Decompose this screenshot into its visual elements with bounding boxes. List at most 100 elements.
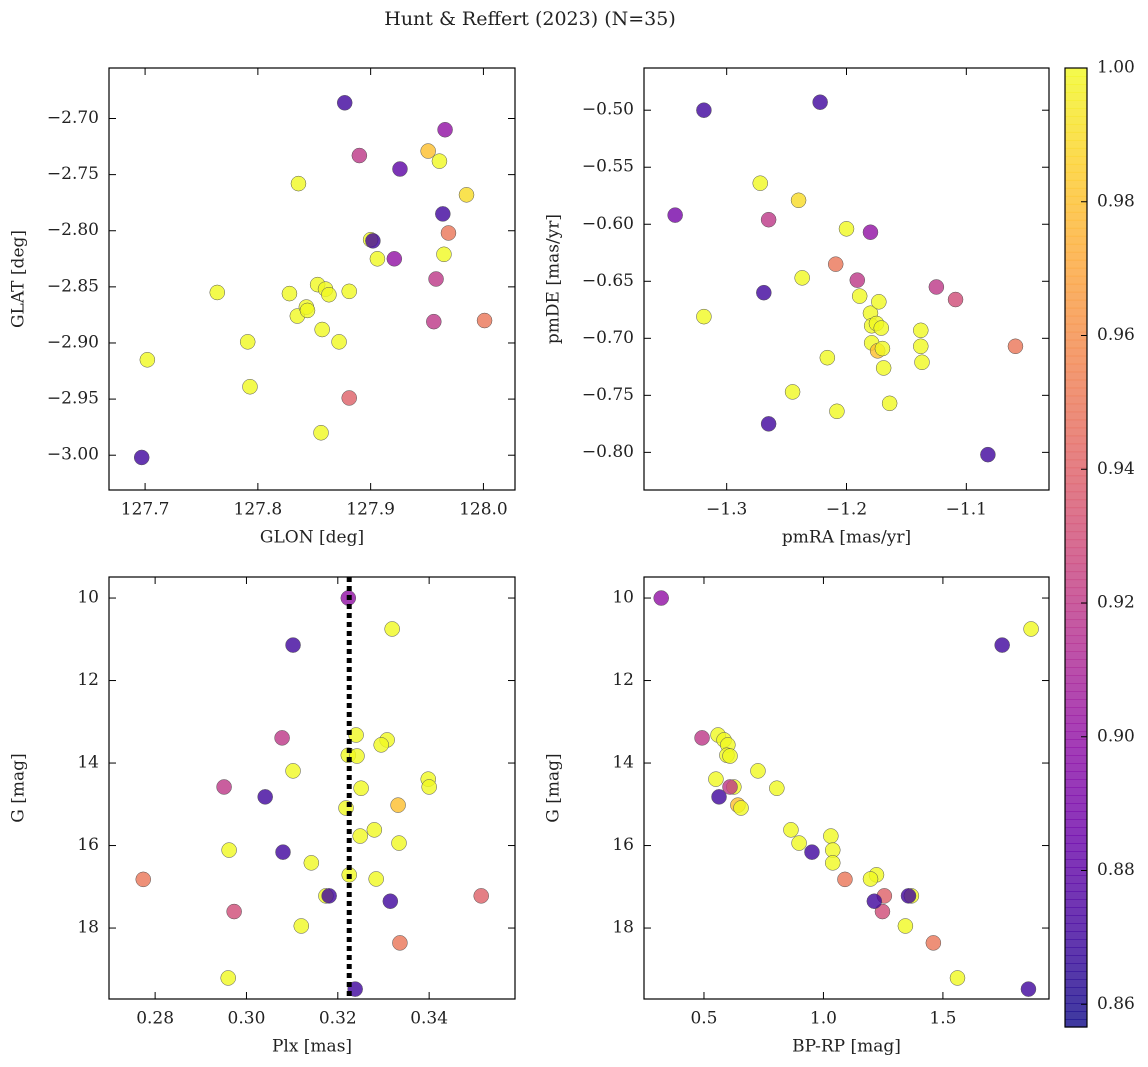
x-tick-label: 127.8 xyxy=(234,500,283,520)
colorbar-band xyxy=(1065,451,1087,461)
colorbar-band xyxy=(1065,163,1087,173)
colorbar-band xyxy=(1065,387,1087,397)
y-tick-label: −0.70 xyxy=(582,328,634,348)
point xyxy=(220,970,236,986)
colorbar-band xyxy=(1065,883,1087,892)
point xyxy=(293,918,310,934)
colorbar-band xyxy=(1065,475,1087,485)
point xyxy=(321,888,337,904)
colorbar-band xyxy=(1065,83,1087,93)
colorbar-band xyxy=(1065,371,1087,381)
point xyxy=(769,780,785,796)
y-tick-label: −2.90 xyxy=(47,332,99,352)
y-tick-label: −0.50 xyxy=(582,100,634,120)
y-tick-label: −3.00 xyxy=(47,445,99,465)
colorbar-band xyxy=(1065,307,1087,317)
figure-title: Hunt & Reffert (2023) (N=35) xyxy=(384,8,676,30)
y-tick-label: −0.60 xyxy=(582,214,634,234)
point xyxy=(341,390,357,406)
colorbar-band xyxy=(1065,555,1087,565)
colorbar-band xyxy=(1065,75,1087,85)
y-tick-label: −2.85 xyxy=(47,276,99,296)
point xyxy=(285,637,301,653)
point xyxy=(897,918,914,934)
colorbar-band xyxy=(1065,299,1087,309)
point xyxy=(257,789,273,805)
colorbar-band xyxy=(1065,235,1087,245)
colorbar-tick-label: 0.90 xyxy=(1097,726,1135,746)
colorbar-band xyxy=(1065,515,1087,525)
x-axis-label: pmRA [mas/yr] xyxy=(782,528,911,548)
point xyxy=(837,871,853,888)
y-tick-label: −0.65 xyxy=(582,271,634,291)
colorbar-band xyxy=(1065,723,1087,732)
point xyxy=(790,192,807,209)
point xyxy=(428,271,444,287)
y-tick-label: 14 xyxy=(77,753,99,773)
colorbar-band xyxy=(1065,323,1087,333)
point xyxy=(913,322,929,339)
colorbar-band xyxy=(1065,755,1087,764)
y-tick-label: 12 xyxy=(612,670,634,690)
point xyxy=(314,321,330,338)
colorbar-band xyxy=(1065,779,1087,788)
colorbar-band xyxy=(1065,339,1087,349)
colorbar-band xyxy=(1065,675,1087,684)
point xyxy=(133,449,150,466)
colorbar-band xyxy=(1065,843,1087,852)
colorbar-band xyxy=(1065,747,1087,756)
point xyxy=(1023,621,1039,637)
colorbar-band xyxy=(1065,891,1087,900)
point xyxy=(440,225,457,241)
point xyxy=(819,349,836,366)
colorbar-tick-label: 0.92 xyxy=(1097,593,1135,613)
point xyxy=(653,590,669,606)
point xyxy=(437,121,453,138)
colorbar-band xyxy=(1065,211,1087,221)
point xyxy=(331,334,347,350)
colorbar-band xyxy=(1065,787,1087,796)
colorbar-band xyxy=(1065,859,1087,868)
point xyxy=(386,251,403,267)
colorbar-band xyxy=(1065,691,1087,700)
colorbar-band xyxy=(1065,587,1087,597)
colorbar-band xyxy=(1065,963,1087,972)
point xyxy=(351,147,368,164)
panel: −1.3 −1.2 −1.1 −0.50 −0.55 −0.60 −0.65 −0.70 −0.… xyxy=(544,67,1050,548)
x-axis-label: GLON [deg] xyxy=(260,528,364,548)
point xyxy=(875,360,892,376)
x-tick-label: −1.2 xyxy=(826,500,867,520)
point xyxy=(980,446,996,463)
colorbar-band xyxy=(1065,955,1087,964)
colorbar-tick-label: 0.94 xyxy=(1097,459,1135,479)
point xyxy=(928,279,945,295)
x-axis-label: Plx [mas] xyxy=(272,1037,352,1057)
colorbar-band xyxy=(1065,531,1087,541)
point xyxy=(851,288,868,304)
point xyxy=(696,308,712,325)
colorbar-band xyxy=(1065,243,1087,253)
colorbar-tick-label: 0.88 xyxy=(1097,860,1135,880)
colorbar-band xyxy=(1065,547,1087,557)
colorbar-band xyxy=(1065,611,1087,621)
y-tick-label: 18 xyxy=(77,918,99,938)
point xyxy=(838,221,855,237)
point xyxy=(874,340,891,357)
colorbar-band xyxy=(1065,539,1087,549)
point xyxy=(209,284,226,301)
colorbar-band xyxy=(1065,267,1087,277)
point xyxy=(791,835,807,851)
point xyxy=(242,378,258,395)
colorbar-band xyxy=(1065,979,1087,988)
point xyxy=(275,844,291,860)
colorbar-band xyxy=(1065,419,1087,429)
colorbar-band xyxy=(1065,851,1087,860)
point xyxy=(221,842,237,858)
plot-frame xyxy=(108,67,516,491)
y-tick-label: −0.55 xyxy=(582,157,634,177)
colorbar-band xyxy=(1065,651,1087,660)
colorbar-band xyxy=(1065,995,1087,1004)
colorbar-band xyxy=(1065,707,1087,716)
colorbar-band xyxy=(1065,283,1087,293)
point xyxy=(667,207,683,223)
